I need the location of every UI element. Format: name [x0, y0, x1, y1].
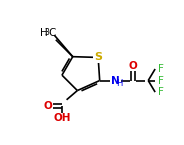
- Text: C: C: [49, 28, 56, 38]
- Text: OH: OH: [53, 113, 71, 123]
- Text: H: H: [40, 28, 48, 38]
- Text: F: F: [158, 76, 164, 86]
- Text: F: F: [158, 64, 164, 74]
- Text: H: H: [116, 79, 122, 88]
- Text: O: O: [128, 61, 137, 71]
- Text: F: F: [158, 87, 164, 97]
- Text: S: S: [94, 52, 102, 62]
- Text: O: O: [44, 101, 52, 111]
- Text: N: N: [112, 76, 120, 86]
- Text: 3: 3: [45, 28, 49, 37]
